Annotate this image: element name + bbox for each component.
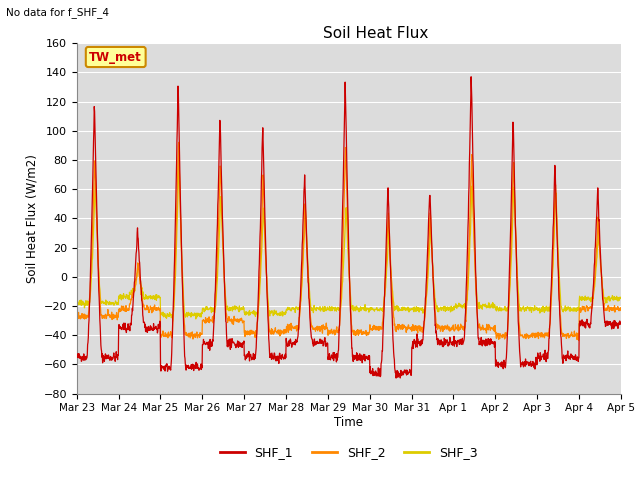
Y-axis label: Soil Heat Flux (W/m2): Soil Heat Flux (W/m2) [25, 154, 38, 283]
X-axis label: Time: Time [334, 416, 364, 429]
Title: Soil Heat Flux: Soil Heat Flux [323, 25, 429, 41]
Text: TW_met: TW_met [90, 50, 142, 63]
Legend: SHF_1, SHF_2, SHF_3: SHF_1, SHF_2, SHF_3 [214, 442, 483, 465]
Text: No data for f_SHF_4: No data for f_SHF_4 [6, 7, 109, 18]
